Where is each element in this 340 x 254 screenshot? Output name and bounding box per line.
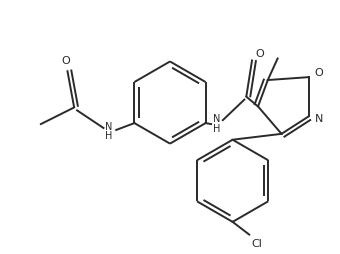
Text: O: O [314, 68, 323, 78]
Text: O: O [256, 49, 265, 59]
Text: N
H: N H [213, 115, 221, 134]
Text: O: O [61, 56, 70, 67]
Text: N: N [314, 114, 323, 124]
Text: N
H: N H [105, 122, 112, 141]
Text: Cl: Cl [252, 239, 262, 249]
